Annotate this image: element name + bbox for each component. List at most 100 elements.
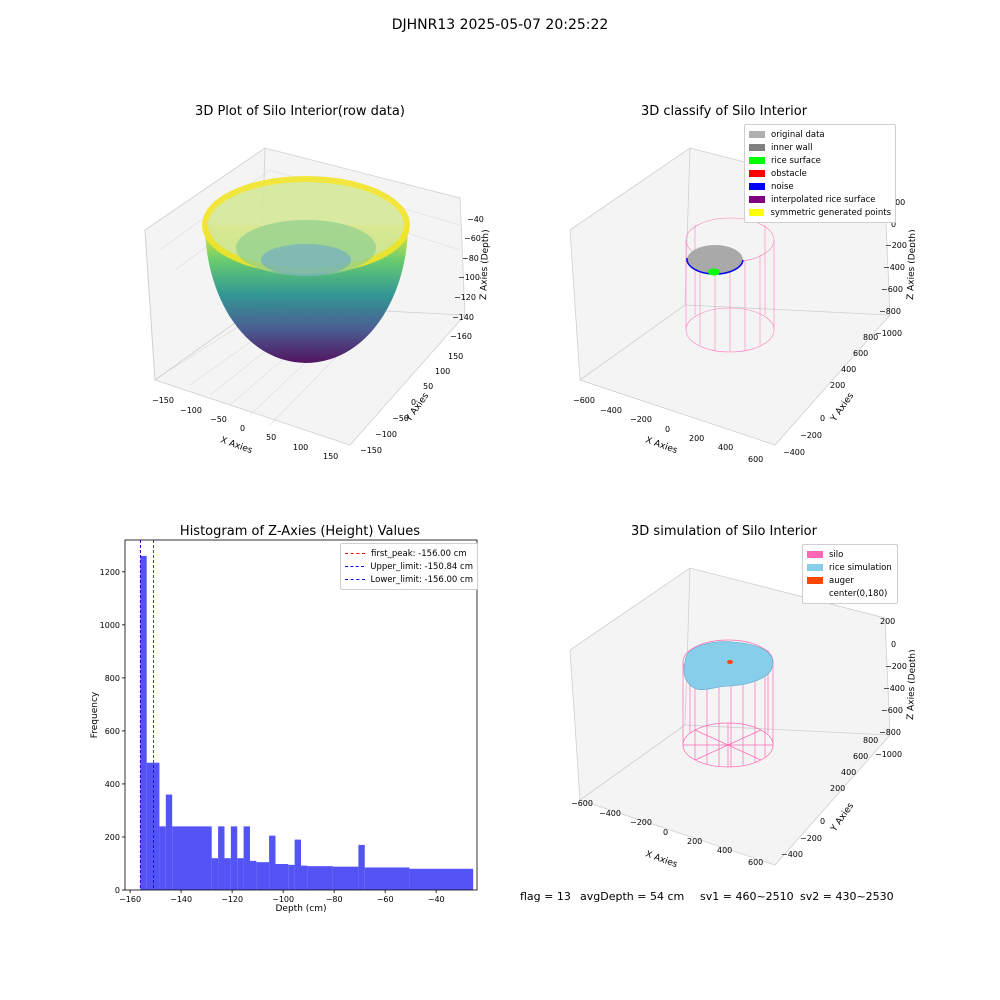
- histogram-xtick-label: −40: [428, 895, 445, 904]
- histogram-xtick-label: −160: [119, 895, 141, 904]
- svg-text:−100: −100: [458, 273, 480, 282]
- svg-text:400: 400: [718, 443, 733, 452]
- panel1-y-ticks: −150 −100 −50 0 50 100 150: [360, 352, 463, 455]
- svg-text:−800: −800: [879, 307, 901, 316]
- panel1-title: 3D Plot of Silo Interior(row data): [195, 104, 405, 119]
- panel1-bowl: [202, 176, 410, 363]
- legend-item: Lower_limit: -156.00 cm: [345, 573, 473, 586]
- svg-text:600: 600: [748, 455, 763, 464]
- svg-text:−200: −200: [885, 241, 907, 250]
- histogram-ytick-label: 600: [105, 727, 120, 736]
- legend-item: noise: [749, 180, 891, 193]
- svg-text:−200: −200: [885, 662, 907, 671]
- svg-text:−400: −400: [883, 684, 905, 693]
- legend-swatch: [749, 170, 765, 177]
- histogram-bar: [165, 794, 173, 890]
- legend-item: inner wall: [749, 141, 891, 154]
- histogram-ytick-label: 1200: [100, 568, 120, 577]
- svg-text:−60: −60: [464, 234, 481, 243]
- histogram-ytick-label: 200: [105, 833, 120, 842]
- svg-text:200: 200: [880, 617, 895, 626]
- histogram-bar: [307, 866, 333, 890]
- panel1-xlabel: X Axies: [219, 435, 254, 456]
- histogram-bar: [275, 864, 289, 890]
- svg-text:100: 100: [293, 443, 308, 452]
- legend-swatch: [749, 157, 765, 164]
- panel4-plot: −600 −400 −200 0 200 400 600 X Axies −40…: [569, 567, 915, 870]
- svg-text:−600: −600: [881, 706, 903, 715]
- histogram-xtick-label: −100: [272, 895, 294, 904]
- legend-swatch: [807, 551, 823, 558]
- histogram-xtick-label: −60: [377, 895, 394, 904]
- histogram-bar: [332, 866, 359, 890]
- svg-text:−150: −150: [360, 446, 382, 455]
- legend-line: [345, 579, 365, 580]
- legend-item: obstacle: [749, 167, 891, 180]
- svg-text:−100: −100: [180, 406, 202, 415]
- legend-swatch: [749, 209, 765, 216]
- footer-sv2: sv2 = 430~2530: [800, 890, 894, 903]
- svg-text:−600: −600: [573, 396, 595, 405]
- histogram-bar: [153, 762, 160, 890]
- histogram-bar: [269, 835, 276, 890]
- svg-text:0: 0: [665, 425, 670, 434]
- legend-swatch: [807, 577, 823, 584]
- histogram-plot: −160 −140 −120 −100 −80 −60 −40 0 200 400 600 800 1…: [90, 539, 478, 914]
- panel4-title: 3D simulation of Silo Interior: [631, 524, 817, 539]
- histogram-bar: [230, 826, 238, 890]
- panel2-xlabel: X Axies: [644, 435, 679, 456]
- histogram-xtick-label: −80: [326, 895, 343, 904]
- histogram-bar: [301, 865, 308, 890]
- svg-text:−800: −800: [879, 728, 901, 737]
- svg-text:0: 0: [891, 220, 896, 229]
- legend-item: center(0,180): [807, 587, 893, 600]
- legend-item: rice simulation: [807, 561, 893, 574]
- svg-text:−200: −200: [800, 431, 822, 440]
- svg-text:0: 0: [663, 828, 668, 837]
- histogram-xlabel: Depth (cm): [275, 904, 326, 914]
- svg-text:−600: −600: [881, 285, 903, 294]
- histogram-ytick-label: 1000: [100, 621, 120, 630]
- histogram-bar: [140, 555, 147, 890]
- svg-text:−400: −400: [600, 406, 622, 415]
- legend-swatch: [749, 144, 765, 151]
- footer-sv1: sv1 = 460~2510: [700, 890, 794, 903]
- legend-line: [345, 553, 365, 554]
- svg-text:800: 800: [863, 736, 878, 745]
- svg-text:−100: −100: [375, 430, 397, 439]
- legend-item: symmetric generated points: [749, 206, 891, 219]
- svg-text:−50: −50: [210, 415, 227, 424]
- histogram-bar: [237, 858, 244, 890]
- svg-text:−200: −200: [800, 834, 822, 843]
- histogram-xtick-label: −120: [221, 895, 243, 904]
- histogram-bar: [256, 862, 270, 890]
- histogram-frame: [124, 539, 478, 891]
- svg-text:50: 50: [266, 433, 276, 442]
- histogram-bar: [243, 826, 250, 890]
- svg-text:200: 200: [830, 784, 845, 793]
- histogram-bar: [364, 867, 410, 890]
- svg-text:−150: −150: [152, 396, 174, 405]
- panel2-y-ticks: −400 −200 0 200 400 600 800: [783, 333, 878, 457]
- legend-swatch: [807, 564, 823, 571]
- svg-text:200: 200: [890, 198, 905, 207]
- histogram-ylabel: Frequency: [90, 691, 100, 738]
- panel1-plot: −150 −100 −50 0 50 100 150 X Axies −150 …: [144, 147, 490, 461]
- histogram-bar: [409, 868, 474, 890]
- histogram-bar: [288, 864, 295, 890]
- legend-line: [345, 566, 365, 567]
- panel2-x-ticks: −600 −400 −200 0 200 400 600: [573, 396, 763, 464]
- svg-text:800: 800: [863, 333, 878, 342]
- histogram-bar: [159, 826, 166, 890]
- svg-text:−400: −400: [783, 448, 805, 457]
- svg-text:200: 200: [687, 837, 702, 846]
- svg-text:0: 0: [411, 398, 416, 407]
- svg-text:400: 400: [717, 846, 732, 855]
- svg-text:50: 50: [423, 382, 433, 391]
- svg-text:−140: −140: [452, 313, 474, 322]
- svg-text:600: 600: [853, 752, 868, 761]
- panel1-ylabel: Y Axies: [404, 391, 432, 424]
- svg-text:−600: −600: [571, 799, 593, 808]
- histogram-bar: [294, 839, 301, 890]
- panel2-zlabel: Z Axies (Depth): [906, 229, 915, 300]
